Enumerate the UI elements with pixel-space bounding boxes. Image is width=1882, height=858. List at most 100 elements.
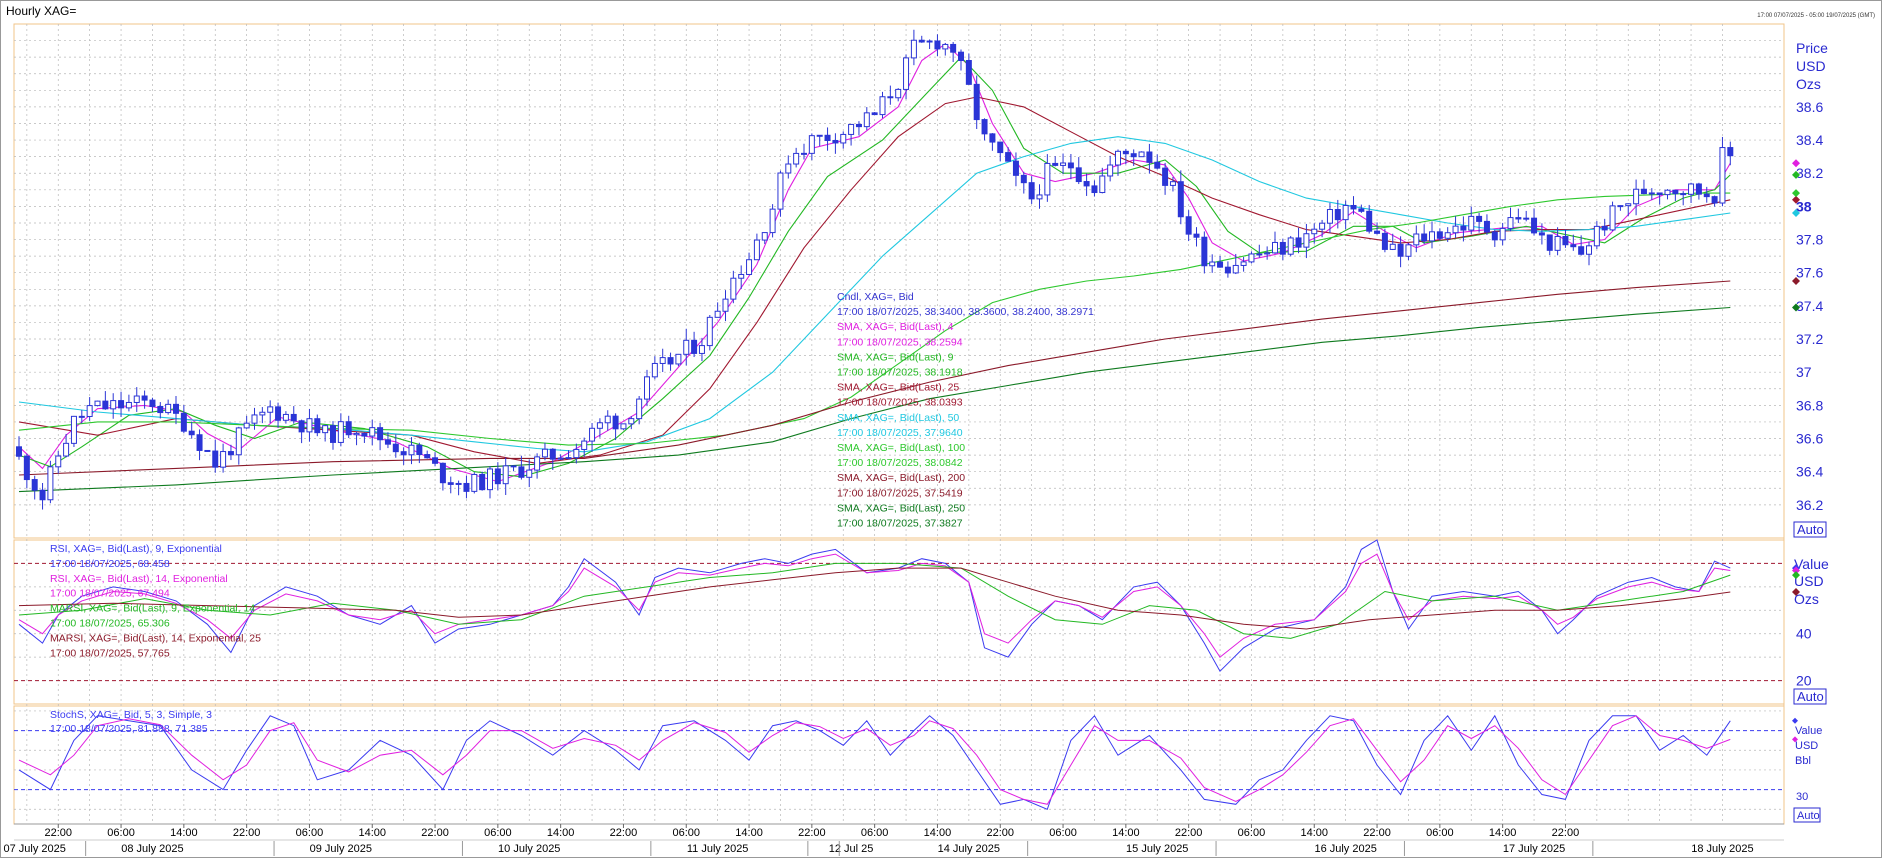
candle-body xyxy=(628,418,635,425)
candle-body xyxy=(1005,152,1012,162)
price-tick-label: 38.2 xyxy=(1796,165,1823,181)
day-label: 17 July 2025 xyxy=(1503,843,1565,855)
candle-body xyxy=(1122,150,1129,155)
candle-body xyxy=(1703,193,1710,198)
candle-body xyxy=(196,434,203,451)
candle-body xyxy=(604,415,611,424)
candle-body xyxy=(1381,232,1388,250)
rsi-auto-button[interactable]: Auto xyxy=(1793,688,1827,705)
last-value-marker xyxy=(1792,566,1800,575)
last-value-marker xyxy=(1792,170,1800,179)
candle-body xyxy=(1389,243,1396,250)
price-legend-entry: 17:00 18/07/2025, 38.1918 xyxy=(837,367,963,379)
candle-body xyxy=(424,454,431,459)
price-legend-entry: Cndl, XAG=, Bid xyxy=(837,291,914,303)
stoch-legend-entry: 17:00 18/07/2025, 81.888, 71.385 xyxy=(50,723,208,735)
candle-body xyxy=(738,273,745,279)
time-tick-label: 06:00 xyxy=(672,827,700,839)
candle-body xyxy=(667,357,674,365)
candle-body xyxy=(1091,185,1098,194)
candle-body xyxy=(518,466,525,478)
candle-body xyxy=(1099,175,1106,194)
candle-body xyxy=(1366,210,1373,232)
candle-body xyxy=(314,418,321,434)
candle-body xyxy=(212,450,219,468)
candle-body xyxy=(620,423,627,430)
candle-body xyxy=(698,345,705,354)
candle-body xyxy=(16,446,22,457)
candle-body xyxy=(1452,225,1459,234)
rsi-line-rsi-9 xyxy=(18,539,1731,673)
price-tick-label: 36.2 xyxy=(1796,497,1823,513)
candle-body xyxy=(275,406,282,421)
time-tick-label: 14:00 xyxy=(170,827,198,839)
candle-body xyxy=(180,412,187,432)
candle-body xyxy=(149,399,156,407)
candle-body xyxy=(541,448,548,458)
candle-body xyxy=(384,439,391,445)
last-value-marker xyxy=(1792,209,1800,218)
candle-body xyxy=(1020,174,1027,184)
ma-line-sma-9 xyxy=(18,56,1731,478)
time-tick-label: 22:00 xyxy=(233,827,261,839)
candle-body xyxy=(1358,208,1365,212)
time-tick-label: 22:00 xyxy=(610,827,638,839)
grid-lines xyxy=(14,24,1784,824)
candle-body xyxy=(879,96,886,116)
candle-body xyxy=(345,421,352,436)
candle-body xyxy=(1711,196,1718,204)
last-value-markers xyxy=(1792,159,1800,743)
day-label: 16 July 2025 xyxy=(1314,843,1376,855)
candle-body xyxy=(965,60,972,85)
candle-body xyxy=(102,400,109,410)
time-tick-label: 22:00 xyxy=(798,827,826,839)
price-legend-entry: SMA, XAG=, Bid(Last), 200 xyxy=(837,472,965,484)
last-value-marker xyxy=(1792,159,1800,168)
candle-body xyxy=(1060,162,1067,166)
last-value-marker xyxy=(1792,571,1800,580)
candle-body xyxy=(306,418,313,433)
candle-body xyxy=(1640,188,1647,195)
candle-body xyxy=(887,96,894,99)
candle-body xyxy=(1162,167,1169,186)
candle-body xyxy=(1185,216,1192,235)
candle-body xyxy=(691,339,698,354)
candle-body xyxy=(1036,194,1043,200)
price-tick-label: 37.2 xyxy=(1796,331,1823,347)
candlesticks xyxy=(16,29,1734,510)
candle-body xyxy=(824,134,831,141)
stoch-auto-label: Auto xyxy=(1797,810,1820,822)
candle-body xyxy=(471,473,478,492)
candle-body xyxy=(581,440,588,450)
candle-body xyxy=(1224,266,1231,274)
price-axis-title-1: Price xyxy=(1796,40,1828,56)
day-label: 09 July 2025 xyxy=(310,843,372,855)
price-tick-label: 38 xyxy=(1796,198,1812,214)
time-tick-label: 22:00 xyxy=(421,827,449,839)
candle-body xyxy=(1507,217,1514,229)
price-legend-entry: SMA, XAG=, Bid(Last), 25 xyxy=(837,382,959,394)
rsi-axis-title-2: USD xyxy=(1794,573,1824,589)
stoch-auto-button[interactable]: Auto xyxy=(1793,807,1821,823)
price-legend-entry: 17:00 18/07/2025, 38.0393 xyxy=(837,397,963,409)
stoch-axis-title-1: Value xyxy=(1795,725,1822,737)
price-auto-button[interactable]: Auto xyxy=(1793,521,1827,538)
candle-body xyxy=(361,432,368,437)
candle-body xyxy=(573,448,580,459)
candle-body xyxy=(903,57,910,90)
price-tick-label: 38.4 xyxy=(1796,132,1823,148)
candle-body xyxy=(1044,162,1051,196)
candle-body xyxy=(23,455,30,481)
candle-body xyxy=(110,400,117,410)
candle-body xyxy=(832,139,839,144)
time-tick-label: 06:00 xyxy=(296,827,324,839)
candle-body xyxy=(1468,215,1475,231)
candle-body xyxy=(1609,205,1616,231)
rsi-legend-entry: 17:00 18/07/2025, 68.458 xyxy=(50,558,170,570)
candle-body xyxy=(510,465,517,468)
price-axis: Price USD Ozs xyxy=(1796,40,1828,92)
candle-body xyxy=(565,457,572,460)
candle-body xyxy=(1515,217,1522,220)
stoch-axis-title-2: USD xyxy=(1795,740,1818,752)
candle-body xyxy=(392,443,399,453)
